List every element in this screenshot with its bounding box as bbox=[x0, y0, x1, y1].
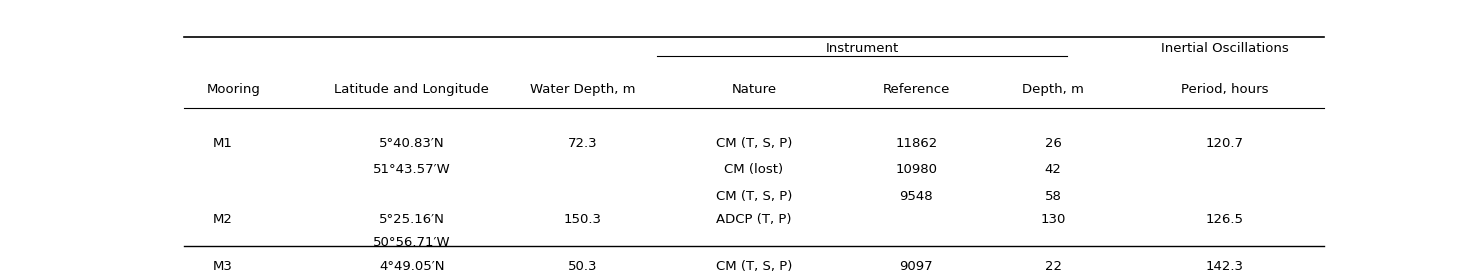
Text: 22: 22 bbox=[1044, 260, 1062, 273]
Text: 9548: 9548 bbox=[900, 190, 933, 203]
Text: 26: 26 bbox=[1044, 136, 1062, 150]
Text: Latitude and Longitude: Latitude and Longitude bbox=[334, 83, 490, 96]
Text: 5°25.16′N: 5°25.16′N bbox=[380, 213, 444, 226]
Text: 5°40.83′N: 5°40.83′N bbox=[380, 136, 444, 150]
Text: CM (T, S, P): CM (T, S, P) bbox=[716, 190, 791, 203]
Text: CM (lost): CM (lost) bbox=[724, 163, 784, 176]
Text: M1: M1 bbox=[212, 136, 232, 150]
Text: M3: M3 bbox=[212, 260, 232, 273]
Text: 142.3: 142.3 bbox=[1206, 260, 1243, 273]
Text: 126.5: 126.5 bbox=[1206, 213, 1243, 226]
Text: 9097: 9097 bbox=[900, 260, 933, 273]
Text: M2: M2 bbox=[212, 213, 232, 226]
Text: Water Depth, m: Water Depth, m bbox=[530, 83, 635, 96]
Text: CM (T, S, P): CM (T, S, P) bbox=[716, 260, 791, 273]
Text: Instrument: Instrument bbox=[825, 42, 899, 55]
Text: 72.3: 72.3 bbox=[568, 136, 597, 150]
Text: 42: 42 bbox=[1044, 163, 1062, 176]
Text: ADCP (T, P): ADCP (T, P) bbox=[716, 213, 791, 226]
Text: Nature: Nature bbox=[731, 83, 777, 96]
Text: 11862: 11862 bbox=[896, 136, 937, 150]
Text: 130: 130 bbox=[1040, 213, 1066, 226]
Text: CM (T, S, P): CM (T, S, P) bbox=[716, 136, 791, 150]
Text: Reference: Reference bbox=[883, 83, 950, 96]
Text: 58: 58 bbox=[1044, 190, 1062, 203]
Text: Period, hours: Period, hours bbox=[1181, 83, 1268, 96]
Text: 51°43.57′W: 51°43.57′W bbox=[374, 163, 450, 176]
Text: Depth, m: Depth, m bbox=[1022, 83, 1084, 96]
Text: 50.3: 50.3 bbox=[568, 260, 597, 273]
Text: 150.3: 150.3 bbox=[563, 213, 602, 226]
Text: Inertial Oscillations: Inertial Oscillations bbox=[1161, 42, 1289, 55]
Text: 50°56.71′W: 50°56.71′W bbox=[374, 236, 450, 249]
Text: 120.7: 120.7 bbox=[1206, 136, 1243, 150]
Text: 10980: 10980 bbox=[896, 163, 937, 176]
Text: Mooring: Mooring bbox=[206, 83, 260, 96]
Text: 4°49.05′N: 4°49.05′N bbox=[380, 260, 444, 273]
